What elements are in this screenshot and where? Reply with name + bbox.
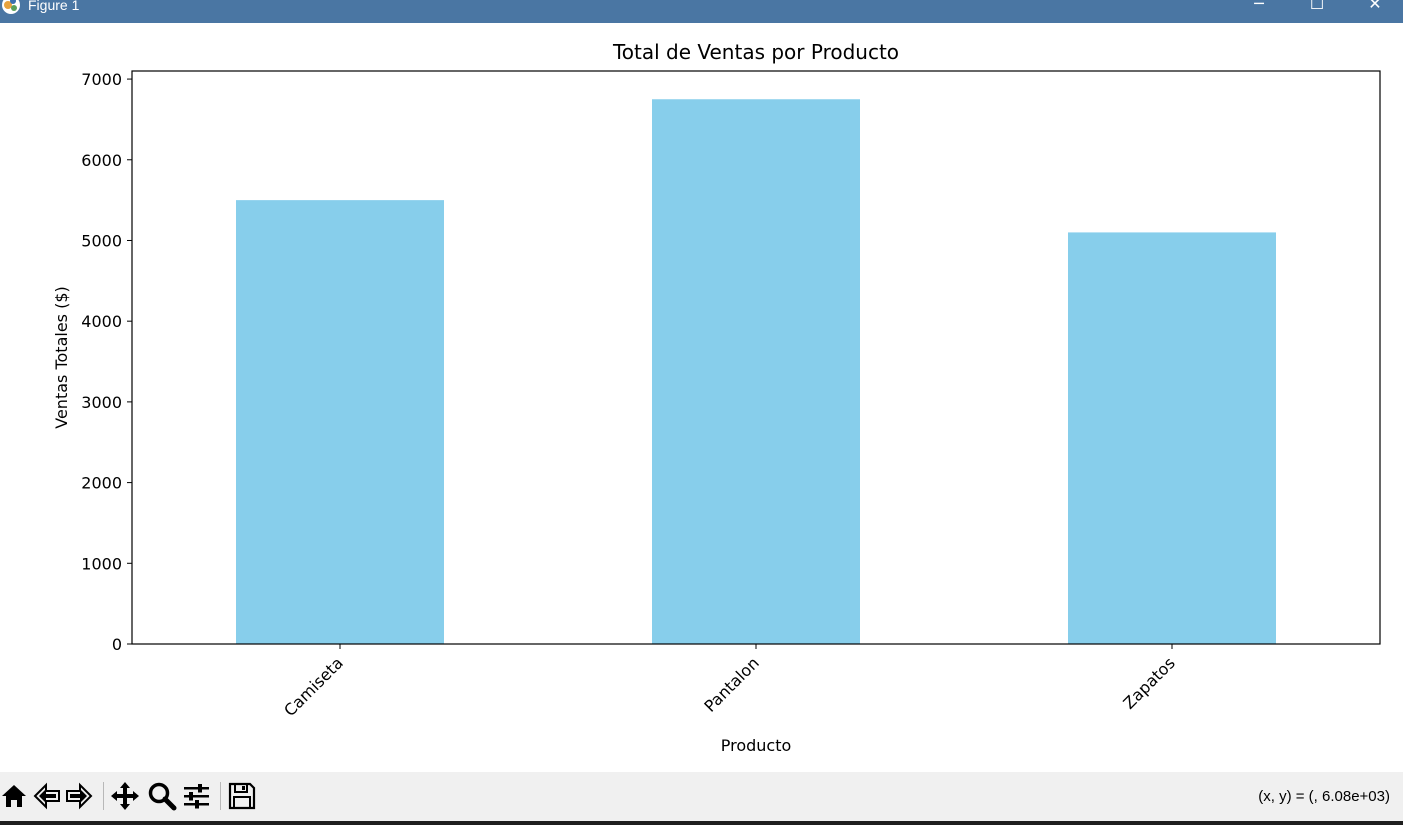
y-tick-label: 3000 xyxy=(81,393,122,412)
y-tick-label: 5000 xyxy=(81,231,122,250)
background-terminal xyxy=(0,821,1403,825)
zoom-icon xyxy=(148,782,177,811)
back-button[interactable] xyxy=(31,780,63,812)
maximize-button[interactable]: ☐ xyxy=(1294,0,1340,20)
coordinate-readout: (x, y) = (, 6.08e+03) xyxy=(1258,788,1390,805)
y-tick-label: 1000 xyxy=(81,554,122,573)
x-axis-label: Producto xyxy=(721,736,792,755)
y-tick-label: 0 xyxy=(112,635,122,654)
minimize-icon: ─ xyxy=(1254,0,1264,13)
save-button[interactable] xyxy=(226,780,258,812)
forward-button[interactable] xyxy=(63,780,95,812)
app-icon xyxy=(2,0,20,14)
toolbar-separator xyxy=(220,782,221,810)
y-tick-label: 7000 xyxy=(81,70,122,89)
x-tick-label: Camiseta xyxy=(280,653,347,720)
pan-button[interactable] xyxy=(109,780,141,812)
back-arrow-icon xyxy=(33,782,60,810)
x-tick-label: Pantalon xyxy=(700,653,762,715)
figure-canvas[interactable]: 0 1000 2000 3000 4000 5000 6000 7000 Camiseta Pan… xyxy=(0,23,1403,772)
bar-pantalon xyxy=(652,99,860,645)
y-tick-label: 2000 xyxy=(81,474,122,493)
zoom-button[interactable] xyxy=(146,780,178,812)
bar-chart: 0 1000 2000 3000 4000 5000 6000 7000 Camiseta Pan… xyxy=(52,40,1381,755)
bar-zapatos xyxy=(1068,232,1276,644)
y-axis-label: Ventas Totales ($) xyxy=(52,286,71,428)
forward-arrow-icon xyxy=(66,782,93,810)
minimize-button[interactable]: ─ xyxy=(1236,0,1282,20)
navigation-toolbar: (x, y) = (, 6.08e+03) xyxy=(0,772,1403,821)
sliders-icon xyxy=(184,784,209,809)
configure-subplots-button[interactable] xyxy=(181,780,213,812)
x-tick-label: Zapatos xyxy=(1119,653,1178,712)
window-title: Figure 1 xyxy=(28,0,80,13)
chart-title: Total de Ventas por Producto xyxy=(612,40,899,64)
title-bar: Figure 1 ─ ☐ ✕ xyxy=(0,0,1403,23)
home-button[interactable] xyxy=(0,780,32,812)
pan-icon xyxy=(111,782,139,810)
close-button[interactable]: ✕ xyxy=(1352,0,1398,20)
bar-camiseta xyxy=(236,200,444,644)
y-tick-label: 6000 xyxy=(81,151,122,170)
close-icon: ✕ xyxy=(1368,0,1382,13)
home-icon xyxy=(2,785,26,807)
maximize-icon: ☐ xyxy=(1309,0,1325,13)
toolbar-separator xyxy=(103,782,104,810)
save-icon xyxy=(228,782,256,810)
y-tick-label: 4000 xyxy=(81,312,122,331)
